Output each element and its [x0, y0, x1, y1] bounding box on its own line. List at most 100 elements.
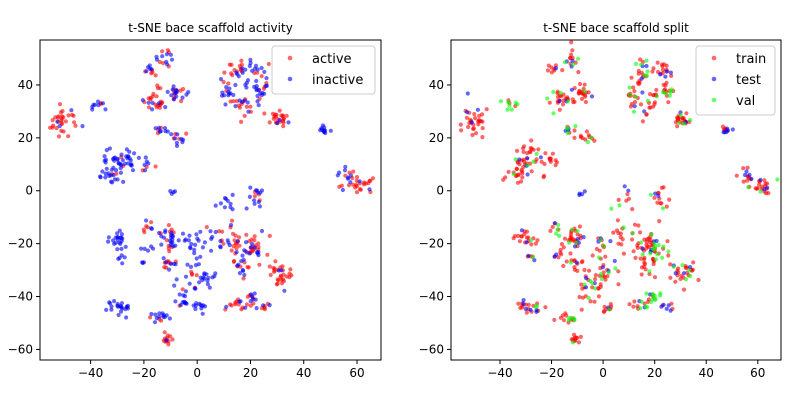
scatter-point-val	[688, 118, 693, 123]
scatter-point-active	[256, 245, 261, 250]
scatter-point-inactive	[201, 275, 206, 280]
scatter-point-val	[531, 159, 536, 164]
scatter-point-inactive	[157, 230, 162, 236]
scatter-point-active	[351, 169, 356, 174]
scatter-point-train	[459, 128, 464, 133]
scatter-point-test	[642, 109, 647, 114]
scatter-point-inactive	[163, 105, 168, 110]
scatter-point-active	[280, 118, 286, 124]
scatter-point-inactive	[172, 136, 178, 141]
scatter-point-val	[677, 120, 682, 126]
scatter-point-val	[551, 89, 556, 94]
scatter-point-val	[627, 85, 632, 90]
scatter-point-val	[633, 61, 639, 66]
scatter-point-inactive	[199, 306, 204, 311]
scatter-point-train	[572, 135, 577, 140]
scatter-point-inactive	[128, 162, 133, 167]
scatter-point-active	[170, 337, 175, 342]
scatter-point-active	[50, 118, 55, 123]
x-tick-label: −20	[539, 366, 564, 380]
scatter-point-inactive	[340, 187, 345, 193]
scatter-point-train	[572, 265, 577, 270]
scatter-point-train	[638, 256, 643, 261]
scatter-point-train	[529, 169, 534, 174]
scatter-point-val	[654, 94, 660, 99]
scatter-point-inactive	[186, 238, 191, 243]
scatter-point-inactive	[220, 90, 225, 95]
scatter-point-val	[638, 240, 644, 245]
split-points	[458, 40, 780, 345]
scatter-point-train	[575, 232, 580, 237]
scatter-point-train	[524, 310, 529, 315]
scatter-point-test	[525, 156, 530, 161]
scatter-point-train	[520, 169, 525, 174]
scatter-point-test	[521, 301, 526, 306]
scatter-point-inactive	[112, 158, 117, 163]
scatter-point-inactive	[167, 267, 172, 272]
scatter-point-inactive	[144, 69, 149, 74]
scatter-point-inactive	[176, 238, 181, 243]
scatter-point-test	[658, 72, 663, 77]
scatter-point-train	[593, 277, 598, 282]
scatter-point-val	[576, 56, 581, 61]
scatter-point-active	[277, 108, 282, 113]
scatter-point-inactive	[237, 299, 242, 304]
scatter-point-val	[656, 243, 661, 248]
scatter-point-inactive	[244, 85, 249, 90]
scatter-point-val	[601, 244, 607, 249]
scatter-point-val	[555, 227, 560, 232]
scatter-point-inactive	[240, 70, 245, 75]
scatter-point-val	[597, 255, 602, 260]
scatter-point-inactive	[182, 294, 188, 299]
scatter-point-inactive	[259, 228, 265, 234]
scatter-point-inactive	[141, 260, 146, 265]
scatter-point-inactive	[248, 185, 253, 190]
scatter-point-active	[244, 232, 249, 237]
scatter-point-inactive	[153, 312, 158, 317]
scatter-point-active	[288, 267, 293, 272]
scatter-point-inactive	[132, 151, 137, 156]
scatter-point-train	[755, 186, 760, 191]
scatter-point-train	[611, 230, 616, 235]
scatter-point-train	[631, 85, 636, 90]
scatter-point-test	[632, 104, 637, 109]
scatter-point-inactive	[322, 125, 327, 130]
scatter-point-train	[562, 236, 568, 241]
scatter-point-val	[652, 247, 657, 252]
scatter-point-inactive	[174, 140, 179, 145]
scatter-point-train	[534, 157, 539, 162]
scatter-point-train	[580, 286, 585, 291]
scatter-point-val	[511, 172, 516, 177]
scatter-point-train	[665, 239, 670, 244]
scatter-point-inactive	[174, 89, 180, 94]
scatter-point-val	[598, 271, 604, 277]
scatter-point-test	[553, 66, 559, 71]
scatter-point-inactive	[173, 299, 178, 304]
scatter-point-inactive	[235, 239, 240, 244]
scatter-point-test	[584, 276, 589, 281]
scatter-point-inactive	[170, 87, 175, 92]
scatter-point-val	[530, 254, 536, 260]
scatter-point-train	[592, 138, 597, 143]
scatter-point-inactive	[256, 199, 261, 205]
scatter-point-test	[521, 298, 526, 303]
scatter-point-inactive	[116, 256, 121, 261]
scatter-point-active	[237, 105, 242, 110]
scatter-point-test	[653, 191, 658, 196]
scatter-point-inactive	[248, 245, 253, 250]
scatter-point-train	[477, 119, 482, 124]
x-tick-label: 0	[193, 366, 201, 380]
scatter-point-active	[54, 126, 59, 131]
scatter-point-train	[631, 304, 636, 309]
scatter-point-train	[579, 307, 584, 312]
scatter-point-test	[528, 307, 533, 312]
scatter-point-train	[480, 126, 485, 131]
scatter-point-active	[242, 113, 247, 118]
scatter-point-train	[516, 233, 521, 238]
scatter-point-active	[166, 223, 171, 228]
scatter-point-train	[668, 262, 673, 267]
scatter-point-active	[233, 302, 238, 307]
scatter-point-test	[552, 254, 557, 259]
split-legend: train test val	[695, 45, 776, 116]
scatter-point-val	[613, 266, 618, 271]
